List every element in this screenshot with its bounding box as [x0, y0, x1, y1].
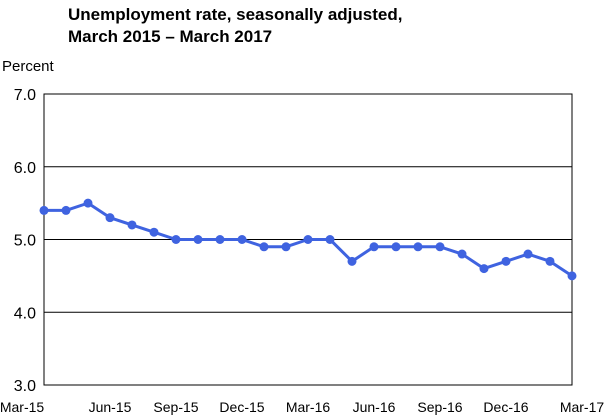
y-axis-label: Percent — [2, 58, 54, 75]
chart-title-line-2: March 2015 – March 2017 — [68, 27, 273, 46]
y-tick-label: 6.0 — [14, 160, 36, 177]
plot-frame — [43, 93, 573, 386]
data-point — [171, 235, 181, 244]
series-group — [39, 198, 577, 281]
data-point — [347, 256, 357, 266]
data-point — [391, 242, 401, 252]
x-tick-label: Dec-16 — [483, 399, 528, 415]
x-tick-label: Sep-15 — [153, 399, 198, 415]
data-point — [127, 220, 137, 230]
data-point — [259, 242, 269, 252]
chart-title-line-1: Unemployment rate, seasonally adjusted, — [68, 5, 403, 24]
data-point — [237, 235, 247, 244]
data-point — [325, 235, 335, 244]
data-point — [39, 205, 49, 215]
y-tick-label: 7.0 — [14, 87, 36, 104]
chart-title: Unemployment rate, seasonally adjusted, … — [68, 4, 402, 48]
data-point — [105, 213, 115, 223]
data-point — [479, 264, 489, 274]
data-point — [215, 235, 225, 244]
data-point — [501, 256, 511, 266]
x-tick-label: Jun-16 — [353, 399, 396, 415]
data-point — [83, 198, 93, 208]
y-tick-label: 3.0 — [14, 378, 36, 395]
data-point — [567, 271, 577, 281]
data-point — [193, 235, 203, 244]
x-tick-labels: Mar-15 Jun-15 Sep-15 Dec-15 Mar-16 Jun-16 Sep-… — [0, 399, 604, 415]
x-tick-label: Mar-17 — [560, 399, 605, 415]
data-point — [457, 249, 467, 259]
x-tick-label: Jun-15 — [89, 399, 132, 415]
x-tick-label: Mar-15 — [0, 399, 44, 415]
data-point — [303, 235, 313, 244]
data-point — [281, 242, 291, 252]
data-point — [523, 249, 533, 259]
data-point — [149, 227, 159, 237]
data-point — [435, 242, 445, 252]
data-point — [61, 205, 71, 215]
y-tick-labels: 3.0 4.0 5.0 6.0 7.0 — [14, 87, 36, 395]
data-point — [369, 242, 379, 252]
x-tick-label: Mar-16 — [286, 399, 331, 415]
data-point — [545, 256, 555, 266]
x-tick-label: Sep-16 — [417, 399, 462, 415]
y-tick-label: 4.0 — [14, 305, 36, 322]
data-point — [413, 242, 423, 252]
y-tick-label: 5.0 — [14, 233, 36, 250]
x-tick-label: Dec-15 — [219, 399, 264, 415]
